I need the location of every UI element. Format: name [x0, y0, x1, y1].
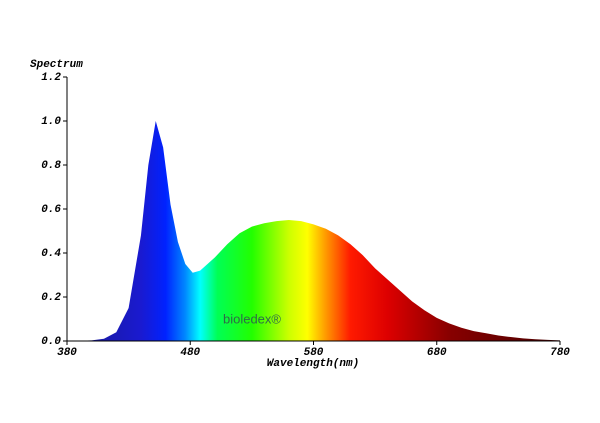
watermark: bioledex® [223, 311, 281, 326]
y-tick-label: 0.6 [41, 204, 61, 216]
x-tick-label: 680 [427, 347, 447, 359]
x-tick-label: 480 [180, 347, 200, 359]
x-axis-label: Wavelength(nm) [267, 358, 359, 370]
y-tick-label: 0.2 [41, 292, 61, 304]
y-tick-label: 0.8 [41, 160, 61, 172]
x-tick-label: 780 [550, 347, 570, 359]
spectrum-area [67, 121, 560, 341]
x-tick-label: 580 [304, 347, 324, 359]
x-tick-label: 380 [57, 347, 77, 359]
y-tick-label: 1.2 [41, 72, 61, 84]
y-tick-label: 0.0 [41, 336, 61, 348]
y-tick-label: 1.0 [41, 116, 61, 128]
y-axis-label: Spectrum [30, 59, 83, 71]
y-tick-label: 0.4 [41, 248, 61, 260]
